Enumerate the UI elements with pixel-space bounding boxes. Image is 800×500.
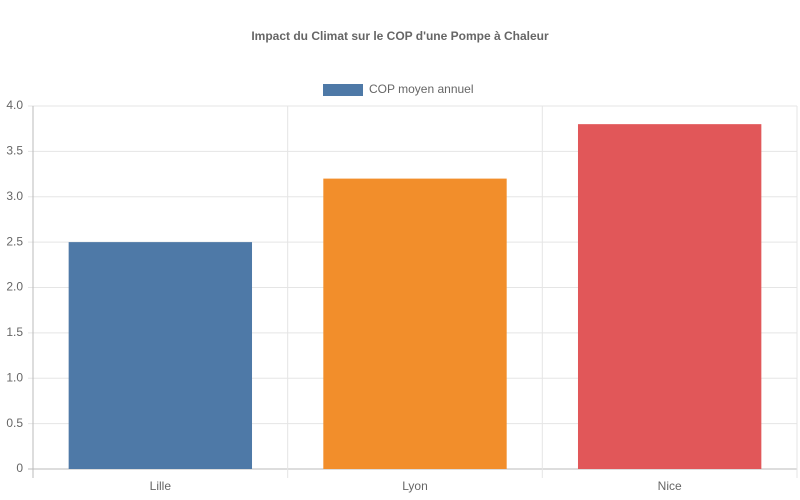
y-tick-label: 2.5 [6, 234, 23, 248]
chart-title: Impact du Climat sur le COP d'une Pompe … [251, 29, 549, 43]
legend-swatch [323, 84, 363, 96]
bar [323, 178, 507, 469]
x-tick-label: Nice [658, 479, 682, 493]
y-tick-label: 2.0 [6, 280, 23, 294]
y-tick-label: 4.0 [6, 98, 23, 112]
bar [577, 124, 762, 470]
y-tick-label: 1.5 [6, 325, 23, 339]
bar [68, 242, 253, 469]
y-tick-label: 1.0 [6, 370, 23, 384]
legend-label: COP moyen annuel [369, 82, 474, 96]
x-tick-label: Lille [150, 479, 172, 493]
y-tick-label: 0 [16, 461, 23, 475]
x-tick-label: Lyon [402, 479, 428, 493]
y-tick-label: 3.0 [6, 189, 23, 203]
y-tick-label: 3.5 [6, 144, 23, 158]
y-tick-label: 0.5 [6, 416, 23, 430]
